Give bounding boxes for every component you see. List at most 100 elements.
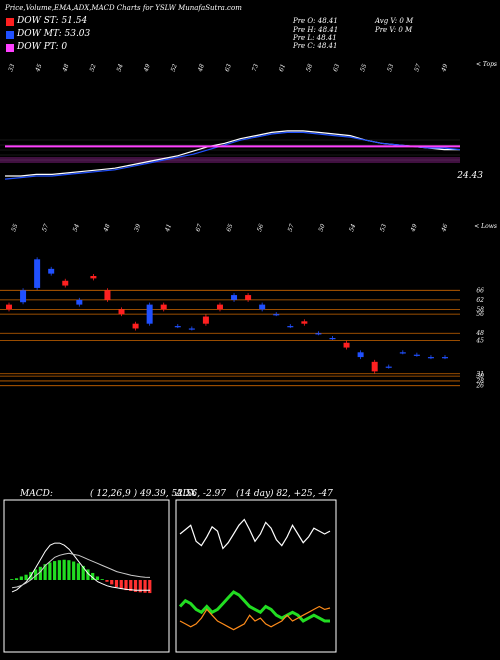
macd-histogram-bar	[148, 580, 152, 594]
prev-high: Pre H: 48.41	[293, 26, 339, 34]
price-candle	[216, 304, 223, 310]
adx-line	[179, 605, 331, 631]
macd-line	[11, 552, 151, 589]
price-candle	[427, 357, 434, 359]
price-candle	[146, 304, 153, 324]
macd-histogram-bar	[24, 574, 28, 580]
price-corner-label: < Lows	[474, 223, 497, 230]
macd-histogram-bar	[38, 566, 42, 580]
price-candle	[62, 280, 69, 286]
price-top-tick: 67	[195, 223, 204, 233]
price-candle	[315, 333, 322, 335]
price-level-label: 31	[476, 371, 484, 378]
legend-label-pt: DOW PT: 0	[17, 42, 68, 52]
price-level-label: 58	[476, 306, 484, 313]
macd-histogram-bar	[53, 561, 57, 580]
macd-histogram-bar	[43, 564, 47, 580]
macd-histogram-bar	[110, 580, 114, 585]
ema-top-tick: 49	[440, 63, 450, 74]
macd-histogram-bar	[19, 576, 23, 580]
legend-swatch-st	[6, 18, 14, 26]
adx-line	[179, 518, 331, 550]
legend-label-mt: DOW MT: 53.03	[17, 29, 91, 39]
macd-histogram-bar	[33, 569, 38, 580]
macd-histogram-bar	[81, 565, 85, 580]
legend-label-st: DOW ST: 51.54	[17, 16, 88, 26]
price-level-label: 30	[476, 373, 484, 380]
price-top-tick: 46	[440, 223, 450, 234]
price-candle	[132, 323, 139, 329]
price-candle	[160, 304, 167, 310]
ema-top-tick: 57	[413, 63, 422, 73]
price-level-label: 26	[475, 383, 484, 390]
chart-title: Price,Volume,EMA,ADX,MACD Charts for YSL…	[5, 4, 242, 12]
price-candle	[231, 295, 238, 300]
price-top-tick: 54	[348, 223, 357, 233]
macd-histogram-bar	[91, 572, 95, 580]
ema-top-tick: 45	[34, 63, 44, 74]
ema-top-tick: 53	[386, 63, 395, 73]
macd-histogram-bar	[95, 576, 100, 580]
price-top-tick: 49	[409, 223, 419, 234]
macd-histogram-bar	[67, 560, 71, 580]
ema-top-tick: 55	[359, 63, 368, 73]
legend-swatch-pt	[6, 44, 14, 52]
price-candle	[20, 290, 27, 303]
price-top-tick: 39	[133, 223, 142, 233]
price-top-tick: 55	[10, 223, 19, 233]
macd-histogram-bar	[76, 563, 81, 580]
price-candle	[174, 326, 181, 328]
ema-top-tick: 63	[224, 63, 233, 73]
price-top-tick: 65	[225, 223, 234, 233]
price-candle	[442, 357, 448, 359]
price-top-tick: 53	[379, 223, 388, 233]
price-candle	[385, 366, 392, 368]
ema-top-tick: 48	[61, 63, 71, 74]
price-candle	[34, 259, 41, 288]
macd-histogram-bar	[14, 578, 19, 580]
price-level-label: 45	[475, 337, 484, 344]
macd-histogram-bar	[86, 569, 90, 580]
price-top-tick: 54	[72, 223, 81, 233]
price-level-label: 62	[476, 297, 484, 304]
prev-volume: Pre V: 0 M	[375, 26, 413, 34]
macd-histogram-bar	[72, 561, 76, 580]
price-candle	[6, 304, 12, 310]
price-level-label: 28	[475, 378, 484, 385]
macd-label: MACD:	[19, 489, 53, 499]
macd-histogram-bar	[62, 559, 66, 580]
adx-frame	[175, 499, 337, 653]
ema-series-line	[5, 130, 460, 177]
price-top-tick: 50	[317, 223, 326, 233]
ema-corner-label: < Tops	[476, 61, 497, 68]
macd-histogram-bar	[129, 580, 133, 591]
ema-top-tick: 52	[170, 63, 179, 73]
price-top-tick: 41	[164, 223, 174, 234]
macd-histogram-bar	[48, 562, 52, 580]
macd-histogram-bar	[57, 560, 61, 580]
adx-line	[178, 590, 330, 623]
ema-top-tick: 61	[278, 63, 287, 73]
price-top-tick: 57	[287, 223, 296, 233]
price-candle	[273, 314, 280, 316]
macd-histogram-bar	[10, 579, 14, 580]
price-top-tick: 56	[256, 223, 265, 233]
price-level-label: 66	[476, 287, 484, 294]
macd-histogram-bar	[138, 580, 142, 593]
ema-pt-band	[0, 157, 460, 163]
price-candle	[188, 328, 195, 330]
prev-open: Pre O: 48.41	[293, 17, 338, 25]
prev-close: Pre C: 48.41	[293, 42, 338, 50]
macd-histogram-bar	[124, 580, 128, 591]
price-candle	[371, 361, 378, 372]
ema-top-tick: 63	[332, 63, 341, 73]
macd-histogram-bar	[119, 580, 123, 589]
price-candle	[48, 268, 55, 274]
ema-value-label: 24.43	[456, 171, 483, 181]
price-top-tick: 57	[41, 223, 50, 233]
price-candle	[259, 304, 266, 310]
price-candle	[301, 321, 308, 324]
macd-histogram-bar	[100, 579, 104, 580]
macd-histogram-bar	[133, 580, 138, 592]
